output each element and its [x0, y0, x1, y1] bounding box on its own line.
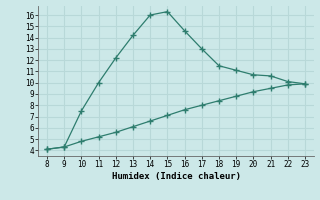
X-axis label: Humidex (Indice chaleur): Humidex (Indice chaleur): [111, 172, 241, 181]
